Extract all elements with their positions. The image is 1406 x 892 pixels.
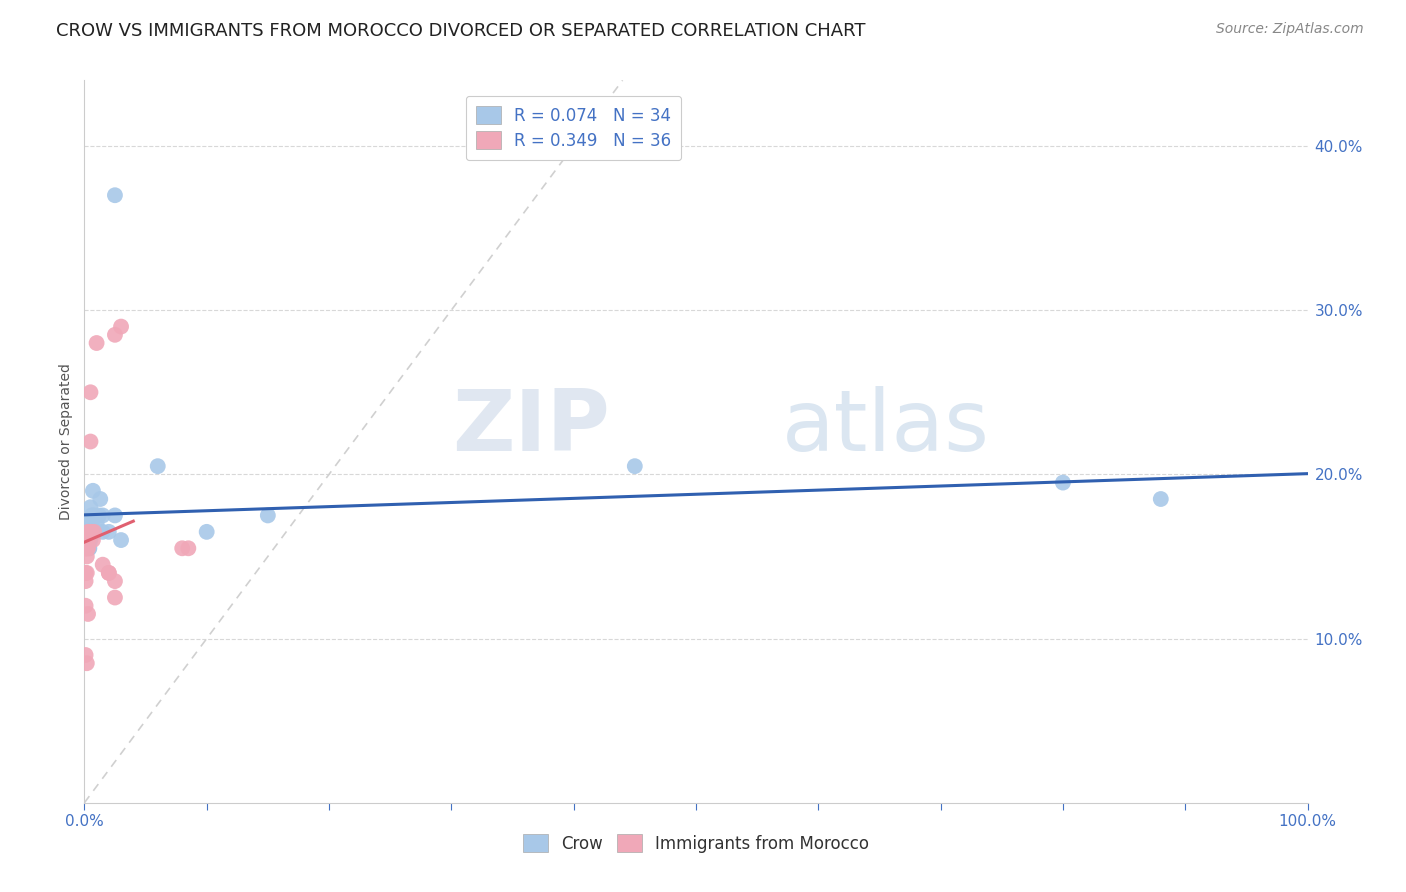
Point xyxy=(177,541,200,556)
Point xyxy=(75,599,97,613)
Point xyxy=(79,533,101,547)
Point xyxy=(79,385,101,400)
Point xyxy=(76,549,98,564)
Point xyxy=(77,533,100,547)
Point xyxy=(110,533,132,547)
Point xyxy=(89,491,111,506)
Point xyxy=(195,524,218,539)
Point xyxy=(75,648,97,662)
Point xyxy=(80,508,103,523)
Point xyxy=(79,500,101,515)
Text: atlas: atlas xyxy=(782,385,990,468)
Point xyxy=(97,566,120,580)
Point xyxy=(104,591,127,605)
Point xyxy=(77,524,100,539)
Point xyxy=(97,524,120,539)
Point xyxy=(84,524,107,539)
Point xyxy=(82,533,104,547)
Point xyxy=(146,459,169,474)
Text: ZIP: ZIP xyxy=(453,385,610,468)
Point xyxy=(91,508,114,523)
Point xyxy=(77,607,100,621)
Point xyxy=(77,533,100,547)
Point xyxy=(75,541,97,556)
Point xyxy=(75,574,97,588)
Point xyxy=(83,524,105,539)
Point xyxy=(77,541,100,556)
Text: CROW VS IMMIGRANTS FROM MOROCCO DIVORCED OR SEPARATED CORRELATION CHART: CROW VS IMMIGRANTS FROM MOROCCO DIVORCED… xyxy=(56,22,866,40)
Point xyxy=(76,533,98,547)
Point xyxy=(86,516,108,531)
Point xyxy=(76,657,98,671)
Point xyxy=(104,574,127,588)
Point xyxy=(86,336,108,351)
Point xyxy=(97,566,120,580)
Legend: Crow, Immigrants from Morocco: Crow, Immigrants from Morocco xyxy=(516,828,876,860)
Point xyxy=(1052,475,1074,490)
Point xyxy=(77,524,100,539)
Point xyxy=(77,524,100,539)
Point xyxy=(257,508,280,523)
Point xyxy=(77,516,100,531)
Point xyxy=(79,524,101,539)
Point xyxy=(91,558,114,572)
Point xyxy=(80,524,103,539)
Point xyxy=(80,516,103,531)
Point xyxy=(77,541,100,556)
Point xyxy=(77,516,100,531)
Point xyxy=(82,524,104,539)
Text: Source: ZipAtlas.com: Source: ZipAtlas.com xyxy=(1216,22,1364,37)
Point xyxy=(1150,491,1173,506)
Point xyxy=(104,327,127,342)
Point xyxy=(87,508,110,523)
Point xyxy=(79,434,101,449)
Point xyxy=(76,541,98,556)
Point xyxy=(75,541,97,556)
Point xyxy=(77,524,100,539)
Point xyxy=(83,508,105,523)
Point xyxy=(82,483,104,498)
Point xyxy=(104,188,127,202)
Point xyxy=(77,541,100,556)
Point xyxy=(76,541,98,556)
Point xyxy=(80,524,103,539)
Point xyxy=(624,459,647,474)
Y-axis label: Divorced or Separated: Divorced or Separated xyxy=(59,363,73,520)
Point xyxy=(75,566,97,580)
Point xyxy=(77,533,100,547)
Point xyxy=(76,566,98,580)
Point xyxy=(104,508,127,523)
Point xyxy=(79,524,101,539)
Point xyxy=(110,319,132,334)
Point xyxy=(172,541,194,556)
Point xyxy=(91,524,114,539)
Point xyxy=(77,533,100,547)
Point xyxy=(75,533,97,547)
Point xyxy=(75,541,97,556)
